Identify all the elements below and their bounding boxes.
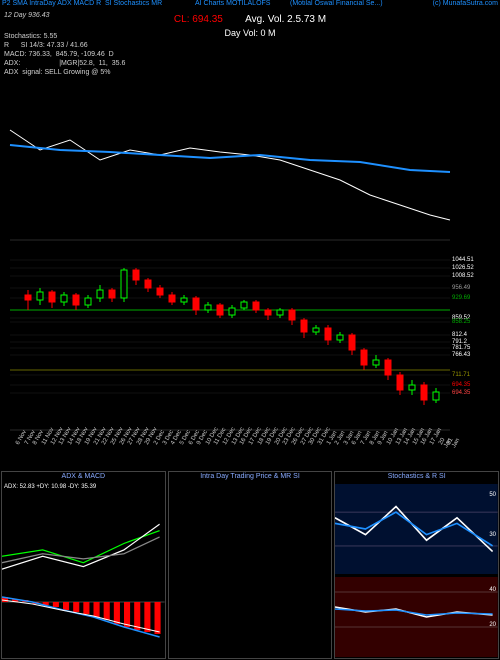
hdr-l2: SI Stochastics MR bbox=[105, 0, 162, 7]
title-row: CL: 694.35 Avg. Vol. 2.5.73 M bbox=[0, 14, 500, 25]
y-tick: 711.71 bbox=[452, 372, 470, 378]
p2-title: Intra Day Trading Price & MR SI bbox=[171, 473, 330, 480]
hdr-r1: (Motilal Oswal Financial Se...) bbox=[290, 0, 383, 7]
y-tick: 694.35 bbox=[452, 382, 470, 388]
panel-stoch-rsi: Stochastics & R SI 50 30 40 20 bbox=[334, 471, 499, 659]
y-tick: 694.35 bbox=[452, 390, 470, 396]
y-tick: 858.25 bbox=[452, 319, 470, 325]
close-value: CL: 694.35 bbox=[174, 14, 223, 25]
y-tick: 766.43 bbox=[452, 352, 470, 358]
ind-stoch: Stochastics: 5.55 bbox=[4, 32, 125, 41]
p3-lbl-50: 50 bbox=[489, 492, 496, 498]
candlestick-chart bbox=[10, 260, 450, 430]
y-tick: 812.4 bbox=[452, 332, 467, 338]
p3-title: Stochastics & R SI bbox=[337, 473, 496, 480]
y-tick: 956.49 bbox=[452, 285, 470, 291]
y-axis: 1044.511026.521008.52956.49929.69859.528… bbox=[452, 260, 498, 430]
panel-intraday: Intra Day Trading Price & MR SI bbox=[168, 471, 333, 659]
indicator-block: Stochastics: 5.55 R SI 14/3: 47.33 / 41.… bbox=[4, 32, 125, 77]
bottom-panels: ADX & MACD ADX: 52.83 +DY: 10.98 -DY: 35… bbox=[0, 470, 500, 660]
p3-lbl-40: 40 bbox=[489, 587, 496, 593]
panel-adx-macd: ADX & MACD ADX: 52.83 +DY: 10.98 -DY: 35… bbox=[1, 471, 166, 659]
avg-vol: Avg. Vol. 2.5.73 M bbox=[245, 14, 326, 25]
p3-lbl-30: 30 bbox=[489, 532, 496, 538]
y-tick: 929.69 bbox=[452, 295, 470, 301]
p1-title: ADX & MACD bbox=[4, 473, 163, 480]
y-tick: 1008.52 bbox=[452, 273, 474, 279]
hdr-r2: (c) MunafaSutra.com bbox=[433, 0, 498, 7]
ind-rsi: R SI 14/3: 47.33 / 41.66 bbox=[4, 41, 125, 50]
ind-signal: ADX signal: SELL Growing @ 5% bbox=[4, 68, 125, 77]
hdr-l1: P2 SMA IntraDay ADX MACD R bbox=[2, 0, 101, 7]
ind-macd: MACD: 736.33, 845.79, -109.46 D bbox=[4, 50, 125, 59]
y-tick: 1026.52 bbox=[452, 265, 474, 271]
p1-adx-text: ADX: 52.83 +DY: 10.98 -DY: 35.39 bbox=[4, 484, 96, 490]
ind-adx: ADX: |MGR|52.8, 11, 35.6 bbox=[4, 59, 125, 68]
hdr-ctr: AI Charts MOTILALOFS bbox=[195, 0, 270, 7]
y-tick: 781.75 bbox=[452, 345, 470, 351]
header-bar: P2 SMA IntraDay ADX MACD R SI Stochastic… bbox=[0, 0, 500, 14]
date-axis: 6 Nov7 Nov8 Nov11 Nov12 Nov13 Nov14 Nov1… bbox=[10, 435, 450, 465]
p3-lbl-20: 20 bbox=[489, 622, 496, 628]
y-tick: 1044.51 bbox=[452, 257, 474, 263]
price-sma-chart bbox=[10, 100, 450, 240]
